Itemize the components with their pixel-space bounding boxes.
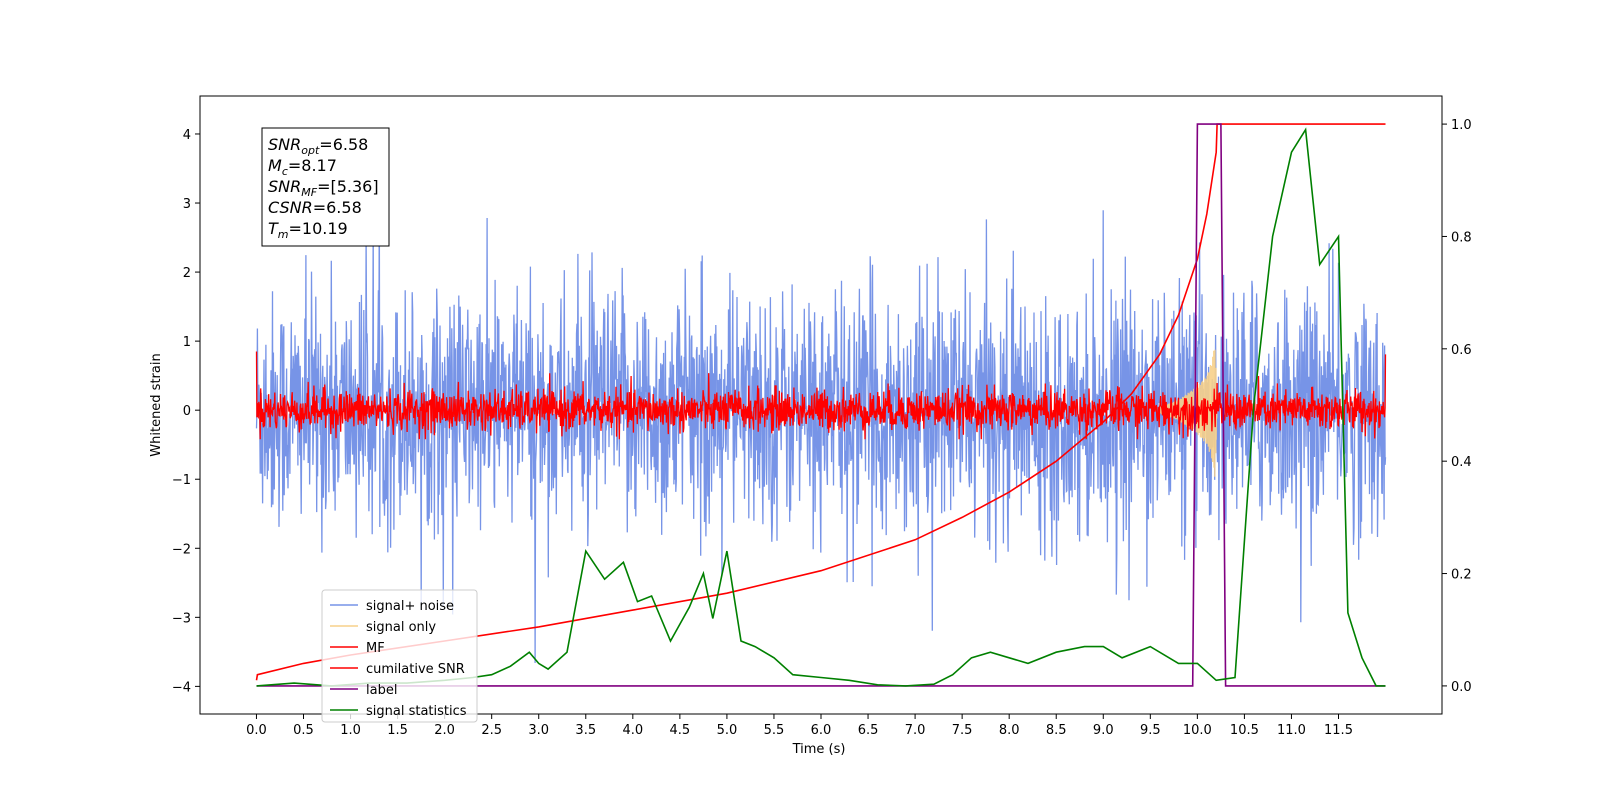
x-tick-label: 3.0: [528, 723, 549, 738]
x-tick-label: 6.0: [811, 723, 832, 738]
svg-text:MF: MF: [366, 641, 385, 656]
x-tick-label: 0.0: [246, 723, 267, 738]
x-tick-label: 3.5: [575, 723, 596, 738]
svg-text:signal+ noise: signal+ noise: [366, 599, 454, 614]
x-tick-label: 11.5: [1324, 723, 1353, 738]
legend: signal+ noise signal only MF cumilative SNR…: [321, 589, 478, 723]
x-tick-label: 9.5: [1140, 723, 1161, 738]
x-axis: 0.0 0.5 1.0 1.5 2.0 2.5 3.0 3.5 4.0 4.5 5.0 5.5 6.0 6…: [246, 714, 1353, 738]
stat-line: SNRopt=6.58: [268, 135, 368, 157]
x-tick-label: 10.5: [1230, 723, 1259, 738]
svg-text:signal only: signal only: [366, 620, 436, 635]
svg-text:cumilative SNR: cumilative SNR: [366, 662, 465, 677]
svg-text:signal statistics: signal statistics: [366, 704, 467, 719]
stat-line: Tm=10.19: [268, 219, 348, 241]
series-signal-noise: [255, 186, 1387, 664]
series-label: [256, 123, 1386, 687]
legend-item: signal only: [330, 620, 436, 635]
y-axis-right: 1.0 0.8 0.6 0.4 0.2 0.0: [1442, 118, 1472, 695]
x-tick-label: 10.0: [1183, 723, 1212, 738]
y-tick-label: 2: [183, 266, 191, 281]
x-tick-label: 2.5: [481, 723, 502, 738]
x-tick-label: 1.5: [387, 723, 408, 738]
x-tick-label: 8.0: [999, 723, 1020, 738]
y-axis-label: Whitened strain: [149, 353, 164, 456]
y2-tick-label: 0.2: [1451, 568, 1472, 583]
x-tick-label: 9.0: [1093, 723, 1114, 738]
x-tick-label: 2.0: [434, 723, 455, 738]
x-tick-label: 6.5: [858, 723, 879, 738]
x-tick-label: 4.5: [670, 723, 691, 738]
y-tick-label: 1: [183, 335, 191, 350]
y2-tick-label: 0.8: [1451, 230, 1472, 245]
y-tick-label: −2: [172, 542, 191, 557]
y-axis-left: 4 3 2 1 0 −1 −2 −3 −4: [172, 128, 200, 695]
legend-item: cumilative SNR: [330, 662, 465, 677]
y2-tick-label: 1.0: [1451, 118, 1472, 133]
y2-tick-label: 0.0: [1451, 680, 1472, 695]
x-tick-label: 5.0: [717, 723, 738, 738]
y-tick-label: −3: [172, 611, 191, 626]
y-tick-label: −4: [172, 680, 191, 695]
y-tick-label: 4: [183, 128, 191, 143]
y-tick-label: 0: [183, 404, 191, 419]
legend-item: label: [330, 683, 397, 698]
x-tick-label: 7.0: [905, 723, 926, 738]
x-tick-label: 0.5: [293, 723, 314, 738]
y-tick-label: 3: [183, 197, 191, 212]
x-tick-label: 5.5: [764, 723, 785, 738]
legend-item: signal statistics: [330, 704, 467, 719]
x-tick-label: 11.0: [1277, 723, 1306, 738]
series-signal-statistics: [256, 127, 1386, 687]
y-tick-label: −1: [172, 473, 191, 488]
y2-tick-label: 0.6: [1451, 343, 1472, 358]
x-tick-label: 7.5: [952, 723, 973, 738]
legend-item: signal+ noise: [330, 599, 454, 614]
x-tick-label: 4.0: [622, 723, 643, 738]
x-axis-label: Time (s): [792, 742, 846, 757]
series-mf: [255, 351, 1387, 440]
stat-line: CSNR=6.58: [268, 198, 362, 217]
x-tick-label: 1.0: [340, 723, 361, 738]
x-tick-label: 8.5: [1046, 723, 1067, 738]
stat-line: SNRMF=[5.36]: [268, 177, 379, 199]
legend-item: MF: [330, 641, 385, 656]
svg-text:label: label: [366, 683, 397, 698]
y2-tick-label: 0.4: [1451, 455, 1472, 470]
stat-line: Mc=8.17: [268, 156, 337, 178]
